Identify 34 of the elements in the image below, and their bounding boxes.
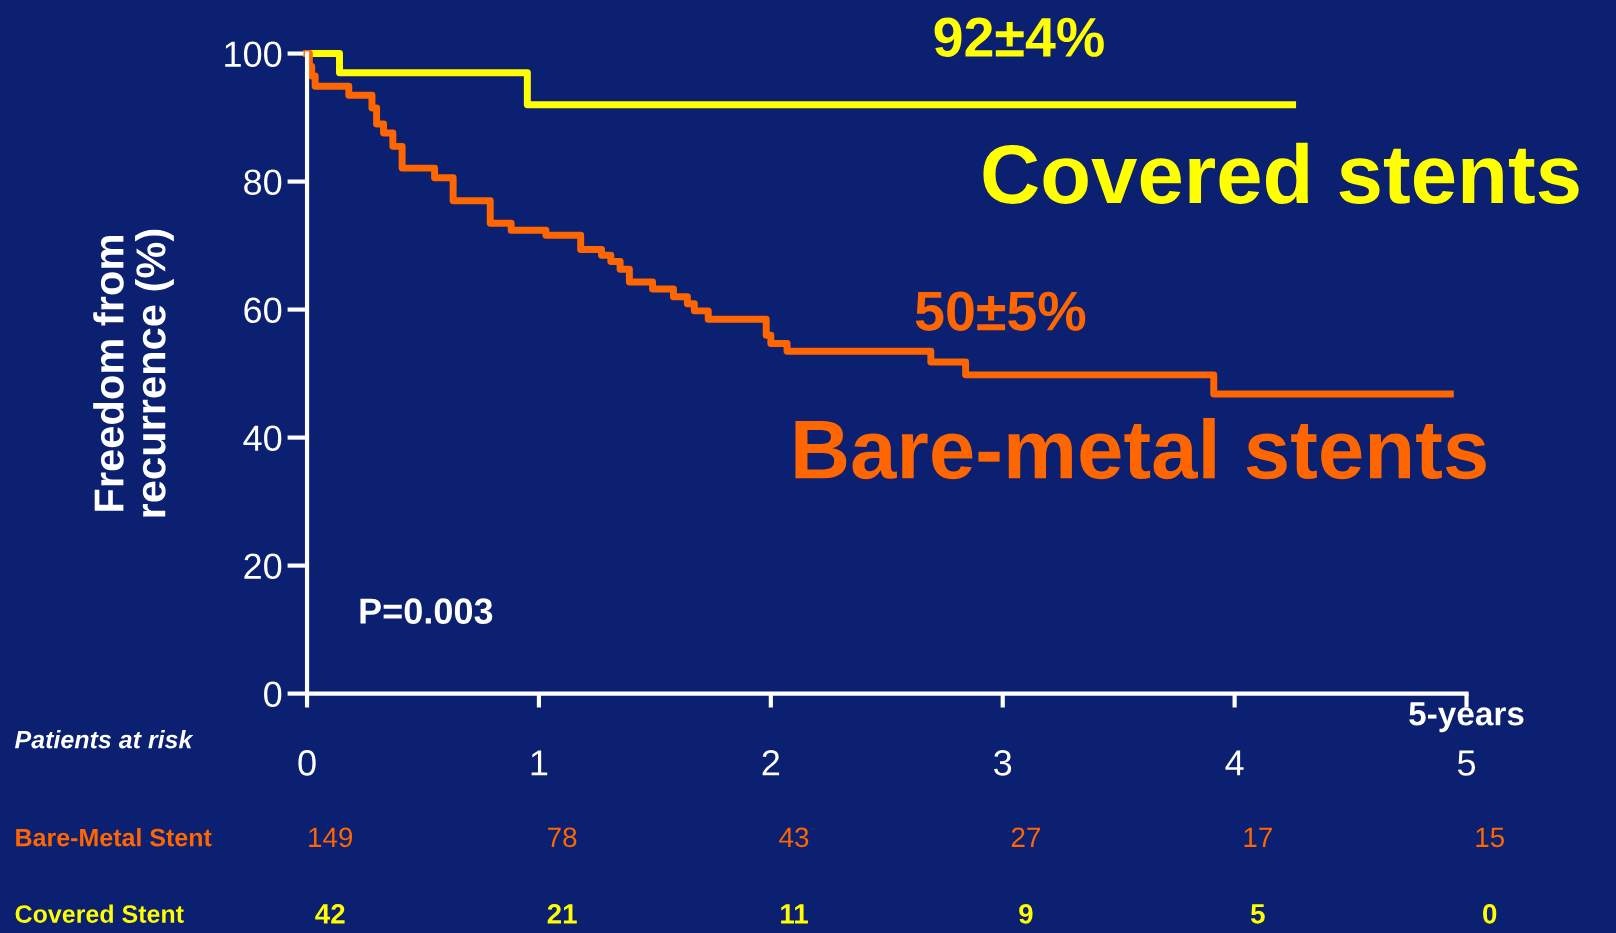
- text: Bare-Metal Stent: [16, 828, 212, 847]
- annotation: 50±5%: [915, 291, 1086, 331]
- text: 43: [779, 827, 809, 848]
- y-tick-label: 60: [244, 297, 282, 324]
- text: 11: [781, 904, 808, 924]
- text: 9: [1019, 903, 1033, 924]
- series-label: Bare-metal stents: [795, 417, 1486, 480]
- y-tick-label: 80: [244, 169, 282, 195]
- text: 27: [1011, 827, 1040, 847]
- x-tick-label: 4: [1225, 750, 1244, 776]
- text: Covered Stent: [15, 904, 184, 923]
- x-axis-title: 5-years: [1409, 702, 1524, 733]
- y-tick-label: 40: [243, 425, 282, 452]
- text: 17: [1244, 827, 1272, 847]
- text: 42: [315, 903, 345, 924]
- y-axis-title: Freedom from recurrence (%): [93, 229, 174, 517]
- y-tick-label: 0: [264, 681, 282, 708]
- text: 149: [309, 827, 353, 848]
- text: 21: [547, 903, 577, 924]
- annotation: 92±4%: [934, 17, 1104, 57]
- x-tick-label: 2: [762, 750, 780, 776]
- text: 78: [548, 827, 577, 848]
- text: 5: [1250, 904, 1265, 924]
- x-tick-label: 1: [531, 750, 548, 776]
- y-tick-label: 20: [244, 553, 282, 580]
- text: Patients at risk: [14, 730, 194, 749]
- x-tick-label: 0: [298, 750, 316, 776]
- annotation: P=0.003: [360, 598, 493, 624]
- text: 15: [1476, 827, 1504, 848]
- y-tick-label: 100: [225, 41, 282, 67]
- x-tick-label: 3: [994, 750, 1012, 776]
- x-tick-label: 5: [1457, 750, 1476, 776]
- series-label: Covered stents: [983, 142, 1579, 204]
- text: 0: [1483, 903, 1497, 924]
